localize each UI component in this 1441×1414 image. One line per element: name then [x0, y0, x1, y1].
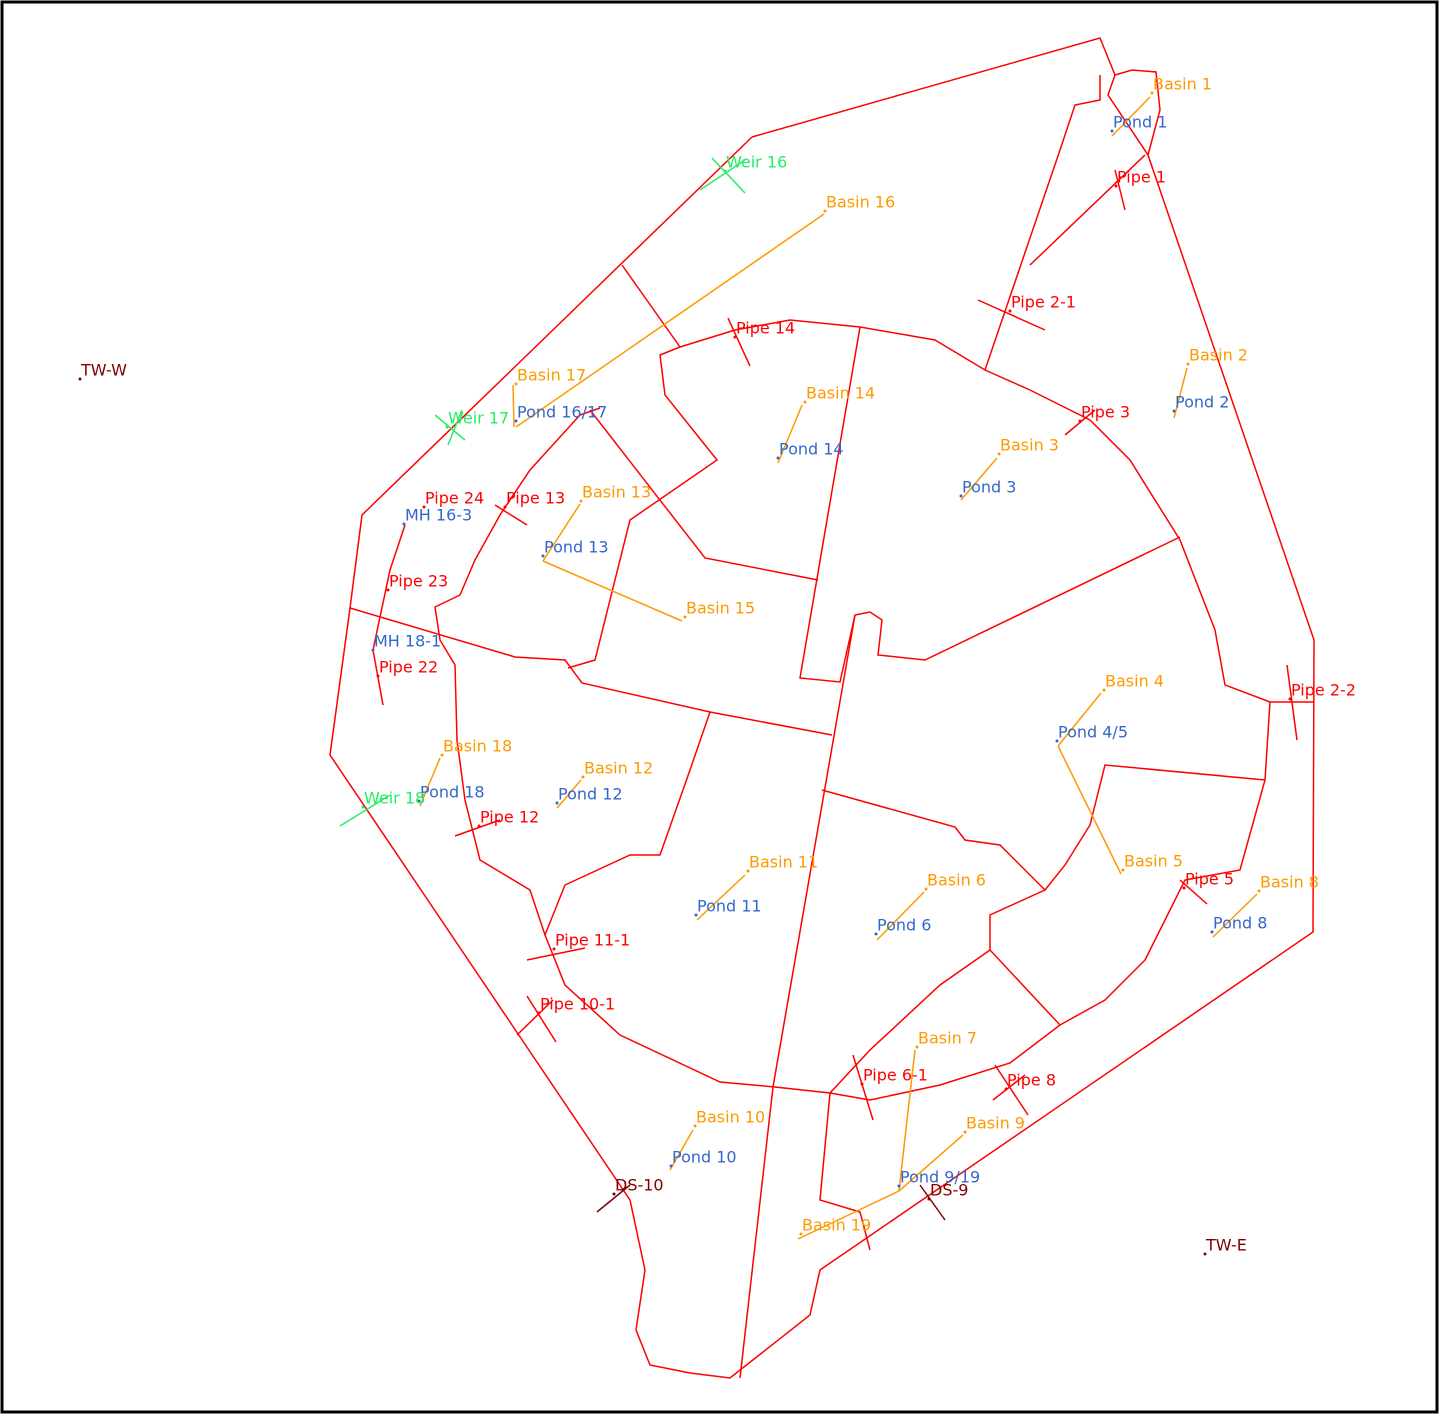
basin-label: Basin 14	[806, 384, 875, 403]
pipe-label: Pipe 11-1	[555, 931, 630, 950]
basin-label: Basin 4	[1105, 672, 1164, 691]
basin-label: Basin 15	[686, 599, 755, 618]
pond-label: Pond 1	[1113, 113, 1167, 132]
weir-label: Weir 16	[726, 153, 787, 172]
pipe-label: Pipe 2-1	[1011, 293, 1076, 312]
basin-label: Basin 10	[696, 1108, 765, 1127]
connector	[513, 385, 514, 427]
pond-label: Pond 2	[1175, 393, 1229, 412]
pond-label: MH 18-1	[374, 632, 441, 651]
basin-label: Basin 5	[1124, 852, 1183, 871]
pond-label: Pond 12	[558, 785, 623, 804]
basin-label: Basin 19	[802, 1216, 871, 1235]
pond-label: Pond 18	[420, 783, 485, 802]
basin-label: Basin 3	[1000, 436, 1059, 455]
basin-label: Basin 9	[966, 1114, 1025, 1133]
pipe-label: Pipe 14	[736, 319, 795, 338]
basin-label: Basin 7	[918, 1029, 977, 1048]
pipe-label: Pipe 13	[506, 489, 565, 508]
pond-label: Pond 13	[544, 538, 609, 557]
pipe-label: Pipe 3	[1081, 403, 1130, 422]
basin-label: Basin 13	[582, 483, 651, 502]
pond-label: Pond 11	[697, 897, 762, 916]
pipe-label: Pipe 10-1	[540, 995, 615, 1014]
basin-label: Basin 11	[749, 853, 818, 872]
basin-label: Basin 12	[584, 759, 653, 778]
pipe-label: Pipe 8	[1007, 1071, 1056, 1090]
basin-label: Basin 1	[1153, 75, 1212, 94]
weir-label: Weir 17	[448, 409, 509, 428]
outlet-label: DS-9	[930, 1181, 968, 1200]
basin-label: Basin 17	[517, 366, 586, 385]
pipe-label: Pipe 23	[389, 572, 448, 591]
basin-label: Basin 18	[443, 737, 512, 756]
pond-label: Pond 16/17	[517, 403, 607, 422]
pipe-label: Pipe 24	[425, 489, 484, 508]
outlet-label: TW-E	[1205, 1236, 1247, 1255]
outlet-label: DS-10	[615, 1176, 664, 1195]
pond-label: Pond 10	[672, 1148, 737, 1167]
pond-label: MH 16-3	[405, 506, 472, 525]
basin-label: Basin 16	[826, 193, 895, 212]
map: Basin 1 Basin 16 Basin 2 Basin 17 Basin 14 Ba…	[0, 0, 1441, 1414]
basin-label: Basin 2	[1189, 346, 1248, 365]
pond-label: Pond 8	[1213, 914, 1267, 933]
pipe-label: Pipe 22	[379, 658, 438, 677]
pipe-label: Pipe 2-2	[1291, 681, 1356, 700]
pond-label: Pond 6	[877, 916, 931, 935]
outlet-label: TW-W	[80, 361, 127, 380]
pipe-label: Pipe 12	[480, 808, 539, 827]
pond-label: Pond 3	[962, 478, 1016, 497]
weir-label: Weir 18	[364, 789, 425, 808]
pond-label: Pond 14	[779, 440, 844, 459]
pipe-label: Pipe 6-1	[863, 1066, 928, 1085]
pipe-label: Pipe 5	[1185, 870, 1234, 889]
basin-label: Basin 8	[1260, 873, 1319, 892]
pond-label: Pond 4/5	[1058, 723, 1128, 742]
basin-label: Basin 6	[927, 871, 986, 890]
pipe-label: Pipe 1	[1117, 168, 1166, 187]
frame	[2, 2, 1437, 1412]
